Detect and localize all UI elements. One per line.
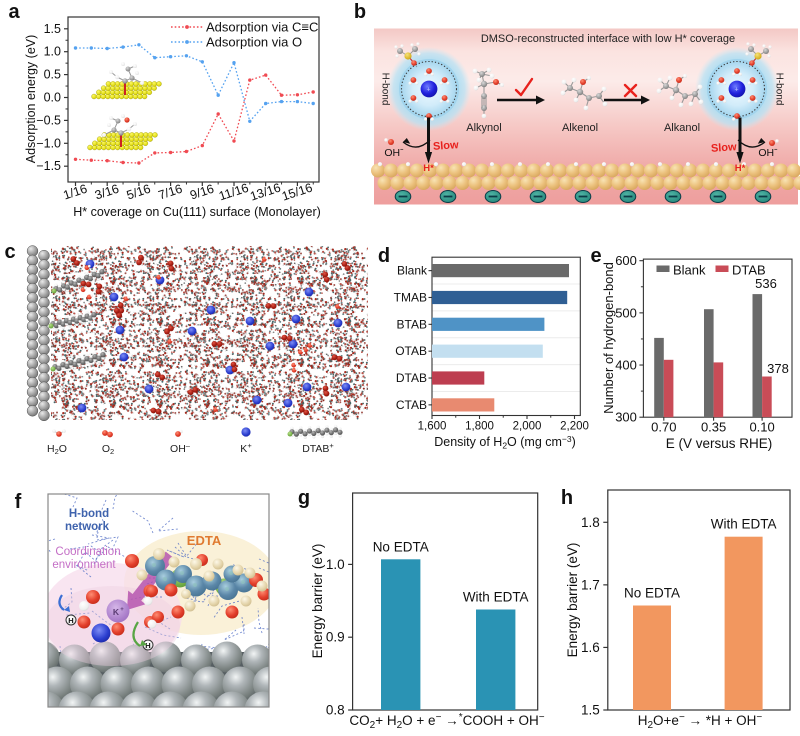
svg-text:With EDTA: With EDTA (463, 590, 529, 605)
svg-text:500: 500 (615, 305, 637, 320)
svg-text:K+: K+ (240, 441, 252, 455)
svg-text:Coordination: Coordination (55, 546, 120, 558)
svg-text:−0.5: −0.5 (36, 113, 61, 127)
svg-text:600: 600 (615, 253, 637, 268)
svg-text:0.5: 0.5 (44, 68, 61, 82)
svg-text:0.9: 0.9 (326, 630, 345, 645)
svg-text:O2: O2 (102, 443, 114, 456)
svg-text:No EDTA: No EDTA (624, 586, 680, 601)
svg-text:3/16: 3/16 (93, 182, 121, 203)
svg-text:11/16: 11/16 (217, 181, 250, 204)
svg-text:0.8: 0.8 (326, 703, 345, 718)
svg-text:H2O+e− → *H + OH−: H2O+e− → *H + OH− (638, 712, 763, 731)
svg-text:15/16: 15/16 (280, 181, 314, 204)
svg-text:OTAB: OTAB (395, 344, 427, 358)
svg-text:5/16: 5/16 (125, 182, 153, 203)
svg-text:f: f (15, 491, 22, 513)
svg-text:Alkanol: Alkanol (664, 122, 700, 134)
svg-text:K: K (113, 607, 120, 617)
svg-text:CTAB: CTAB (396, 398, 427, 412)
svg-text:+: + (734, 87, 738, 94)
svg-text:Alkynol: Alkynol (466, 122, 501, 134)
svg-text:DTAB: DTAB (732, 263, 766, 278)
svg-text:h: h (561, 487, 573, 509)
svg-text:0.70: 0.70 (651, 420, 676, 435)
svg-text:e: e (590, 245, 601, 267)
svg-text:a: a (8, 1, 20, 23)
svg-text:−1.5: −1.5 (36, 159, 61, 173)
svg-text:EDTA: EDTA (187, 533, 222, 548)
svg-text:Energy barrier (eV): Energy barrier (eV) (310, 544, 325, 659)
svg-text:0.10: 0.10 (749, 420, 774, 435)
svg-text:c: c (4, 241, 15, 263)
svg-text:1.7: 1.7 (581, 577, 600, 592)
svg-text:Blank: Blank (397, 264, 428, 278)
svg-text:E (V versus RHE): E (V versus RHE) (666, 436, 773, 451)
svg-text:378: 378 (767, 361, 789, 376)
svg-text:Alkenol: Alkenol (562, 122, 598, 134)
svg-text:1,600: 1,600 (418, 421, 447, 433)
svg-text:300: 300 (615, 410, 637, 425)
svg-text:+: + (120, 607, 124, 613)
svg-text:Adsorption energy (eV): Adsorption energy (eV) (24, 35, 38, 164)
svg-text:1,800: 1,800 (465, 421, 494, 433)
svg-text:Density of H2O (mg cm−3): Density of H2O (mg cm−3) (434, 434, 576, 451)
svg-text:DTAB+: DTAB+ (302, 441, 334, 455)
svg-text:H*: H* (423, 163, 434, 174)
svg-text:2,000: 2,000 (513, 421, 542, 433)
svg-text:0.0: 0.0 (44, 91, 61, 105)
svg-text:OH–: OH– (170, 441, 191, 455)
svg-text:H-bond: H-bond (69, 508, 109, 520)
svg-text:1.5: 1.5 (44, 22, 61, 36)
svg-text:With EDTA: With EDTA (711, 517, 777, 532)
svg-text:OHˉ: OHˉ (758, 147, 778, 159)
svg-text:TMAB: TMAB (394, 290, 427, 304)
svg-text:Slow: Slow (433, 139, 460, 153)
svg-text:Energy barrier (eV): Energy barrier (eV) (565, 543, 580, 658)
svg-text:1.6: 1.6 (581, 640, 600, 655)
svg-text:9/16: 9/16 (188, 182, 216, 203)
svg-text:network: network (65, 521, 110, 533)
svg-text:7/16: 7/16 (157, 182, 185, 203)
svg-text:b: b (354, 1, 366, 23)
svg-text:0.35: 0.35 (701, 420, 726, 435)
svg-text:536: 536 (755, 276, 777, 291)
svg-text:No EDTA: No EDTA (373, 539, 429, 554)
svg-text:1.5: 1.5 (581, 703, 600, 718)
svg-text:CO2+ H2O + e− →*COOH + OH−: CO2+ H2O + e− →*COOH + OH− (349, 712, 544, 731)
svg-text:Adsorption via C≡C: Adsorption via C≡C (206, 19, 318, 34)
svg-text:H2O: H2O (47, 443, 67, 456)
svg-text:H*: H* (735, 163, 746, 174)
svg-text:Slow: Slow (711, 141, 738, 155)
svg-text:+: + (426, 87, 430, 94)
svg-text:H-bond: H-bond (380, 73, 391, 106)
svg-text:2,200: 2,200 (560, 421, 589, 433)
svg-text:1.8: 1.8 (581, 515, 600, 530)
svg-text:environment: environment (52, 559, 116, 571)
svg-text:DMSO-reconstructed interface w: DMSO-reconstructed interface with low H*… (481, 33, 735, 45)
svg-text:H: H (68, 616, 73, 625)
svg-text:400: 400 (615, 358, 637, 373)
svg-text:13/16: 13/16 (248, 181, 282, 204)
svg-text:H: H (145, 641, 150, 650)
svg-text:1.0: 1.0 (326, 557, 345, 572)
svg-text:−1.0: −1.0 (36, 136, 61, 150)
svg-text:1.0: 1.0 (44, 45, 61, 59)
svg-text:OHˉ: OHˉ (384, 147, 404, 159)
svg-text:BTAB: BTAB (397, 317, 427, 331)
svg-text:DTAB: DTAB (396, 371, 427, 385)
svg-text:Adsorption via O: Adsorption via O (206, 34, 302, 49)
svg-text:H-bond: H-bond (774, 73, 785, 106)
svg-text:g: g (298, 487, 310, 509)
svg-text:H* coverage on Cu(111) surface: H* coverage on Cu(111) surface (Monolaye… (73, 205, 321, 219)
svg-text:Blank: Blank (673, 263, 706, 278)
svg-text:d: d (378, 245, 390, 267)
svg-text:Number of hydrogen-bond: Number of hydrogen-bond (601, 262, 616, 414)
svg-text:1/16: 1/16 (61, 182, 89, 203)
